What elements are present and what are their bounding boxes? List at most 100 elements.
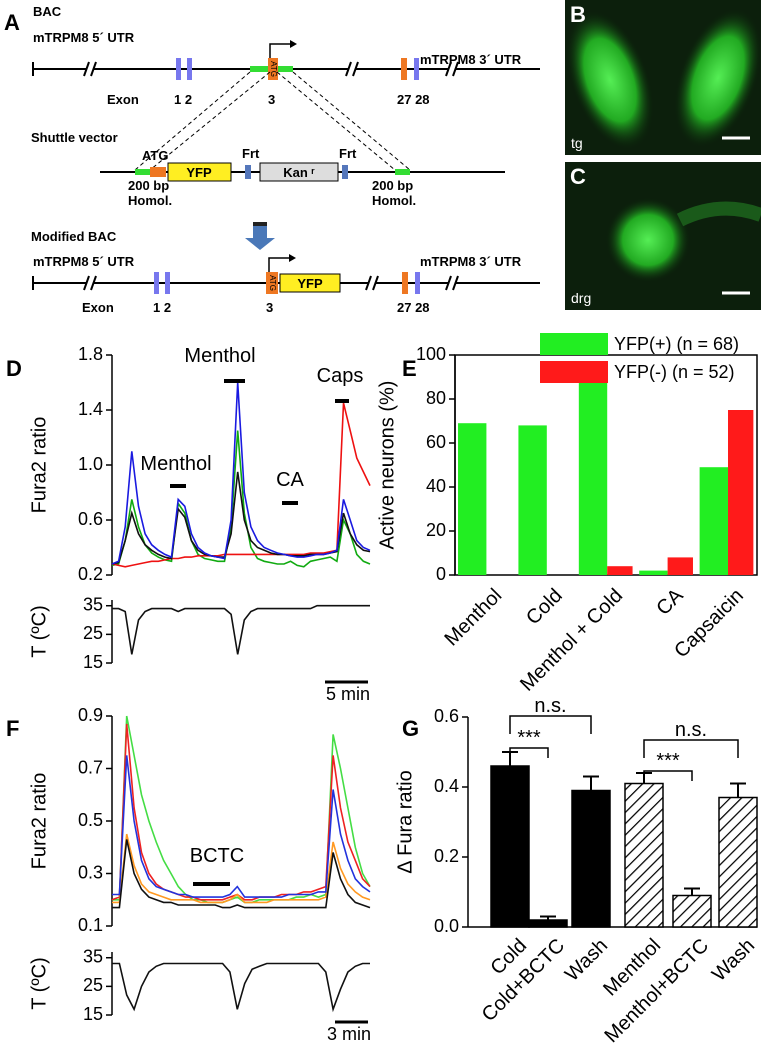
x-tick-label: Menthol	[440, 585, 506, 651]
homology	[250, 66, 270, 72]
significance-bracket	[643, 770, 693, 781]
exon	[187, 58, 192, 80]
kan-box	[259, 162, 339, 182]
panel-label: G	[402, 716, 419, 741]
label: Frt	[339, 146, 357, 161]
image-panel: B tg C drg	[565, 0, 761, 310]
label: Kan ʳ	[283, 165, 315, 180]
y-tick-label: 0.2	[434, 846, 459, 866]
label: 200 bp	[372, 178, 413, 193]
image-label: tg	[571, 135, 583, 151]
trace	[112, 755, 371, 898]
significance-bracket	[509, 715, 592, 734]
bar	[718, 796, 758, 928]
trace	[111, 382, 371, 565]
exon	[415, 272, 420, 294]
y-tick-label: 0	[436, 564, 446, 584]
y-tick-label: 1.4	[78, 399, 103, 419]
y-tick-label: 25	[83, 623, 103, 643]
significance-label: ***	[656, 750, 680, 772]
y-tick-label: 35	[83, 946, 103, 966]
label: ATG	[142, 148, 168, 163]
annotation: Menthol	[184, 345, 255, 367]
arrow	[290, 40, 297, 48]
panel-label: F	[6, 716, 19, 741]
bar	[672, 894, 712, 928]
arrow	[253, 222, 267, 226]
bar	[667, 557, 693, 575]
image-label: drg	[571, 290, 591, 306]
label: YFP	[297, 276, 323, 291]
y-tick-label: 25	[83, 975, 103, 995]
y-tick-label: 0.6	[434, 706, 459, 726]
label: 27 28	[397, 300, 430, 315]
annotation: Menthol	[140, 453, 211, 475]
trace	[112, 839, 371, 909]
significance-bracket	[643, 739, 739, 758]
scale-bar-label: 3 min	[327, 1024, 371, 1044]
annotation: Caps	[317, 365, 364, 387]
yfp-box	[167, 162, 232, 182]
x-tick-label: CA	[652, 584, 688, 620]
label: 27 28	[397, 92, 430, 107]
exon	[268, 58, 278, 80]
diagram: A BAC mTRPM8 5´ UTR mTRPM8 3´ UTR ATG Ex…	[4, 4, 540, 315]
legend-label: YFP(-) (n = 52)	[614, 362, 735, 382]
panel-label: E	[402, 356, 417, 381]
label: mTRPM8 3´ UTR	[420, 52, 522, 67]
ganglion	[606, 198, 690, 282]
homology	[277, 66, 293, 72]
bar	[571, 789, 611, 928]
x-tick-label: Wash	[708, 935, 759, 986]
y-tick-label: 15	[83, 1004, 103, 1024]
label: 3	[266, 300, 273, 315]
x-tick-label: Menthol + Cold	[516, 585, 627, 696]
arrow	[289, 254, 296, 262]
error-bar	[684, 887, 700, 896]
panel-label: C	[570, 164, 586, 189]
label: BAC	[33, 4, 62, 19]
y-tick-label: 0.6	[78, 509, 103, 529]
label: ATG	[268, 275, 277, 291]
label: Exon	[82, 300, 114, 315]
y-tick-label: 1.0	[78, 454, 103, 474]
legend-label: YFP(+) (n = 68)	[614, 334, 739, 354]
significance-bracket	[509, 747, 549, 758]
y-axis-label: Fura2 ratio	[28, 773, 50, 870]
bar	[528, 919, 568, 928]
arrow	[268, 257, 289, 272]
homology	[135, 169, 150, 175]
y-axis-label: Active neurons (%)	[376, 381, 398, 550]
arrow	[269, 43, 290, 58]
bar	[699, 467, 729, 575]
homology	[395, 169, 410, 175]
y-tick-label: 40	[426, 476, 446, 496]
dashed-guide	[134, 71, 411, 171]
x-tick-label: Wash	[561, 935, 612, 986]
y-tick-label: 0.2	[78, 564, 103, 584]
legend-swatch	[540, 361, 608, 383]
exon	[401, 58, 407, 80]
panel-label: A	[4, 10, 20, 35]
label: mTRPM8 5´ UTR	[33, 254, 135, 269]
ganglion	[566, 11, 654, 149]
panel-label: D	[6, 356, 22, 381]
y-axis-label: T (ºC)	[28, 957, 50, 1009]
bar	[639, 570, 668, 575]
trace	[112, 604, 370, 655]
y-tick-label: 60	[426, 432, 446, 452]
y-tick-label: 0.0	[434, 916, 459, 936]
exon	[165, 272, 170, 294]
y-tick-label: 0.4	[434, 776, 459, 796]
y-tick-label: 15	[83, 652, 103, 672]
label: Frt	[242, 146, 260, 161]
trace	[111, 430, 371, 568]
label: mTRPM8 5´ UTR	[33, 30, 135, 45]
significance-label: n.s.	[534, 695, 566, 717]
error-bar	[540, 915, 556, 920]
y-tick-label: 0.1	[78, 915, 103, 935]
label: 200 bp	[128, 178, 169, 193]
annotation: CA	[276, 469, 304, 491]
bar	[490, 765, 530, 928]
